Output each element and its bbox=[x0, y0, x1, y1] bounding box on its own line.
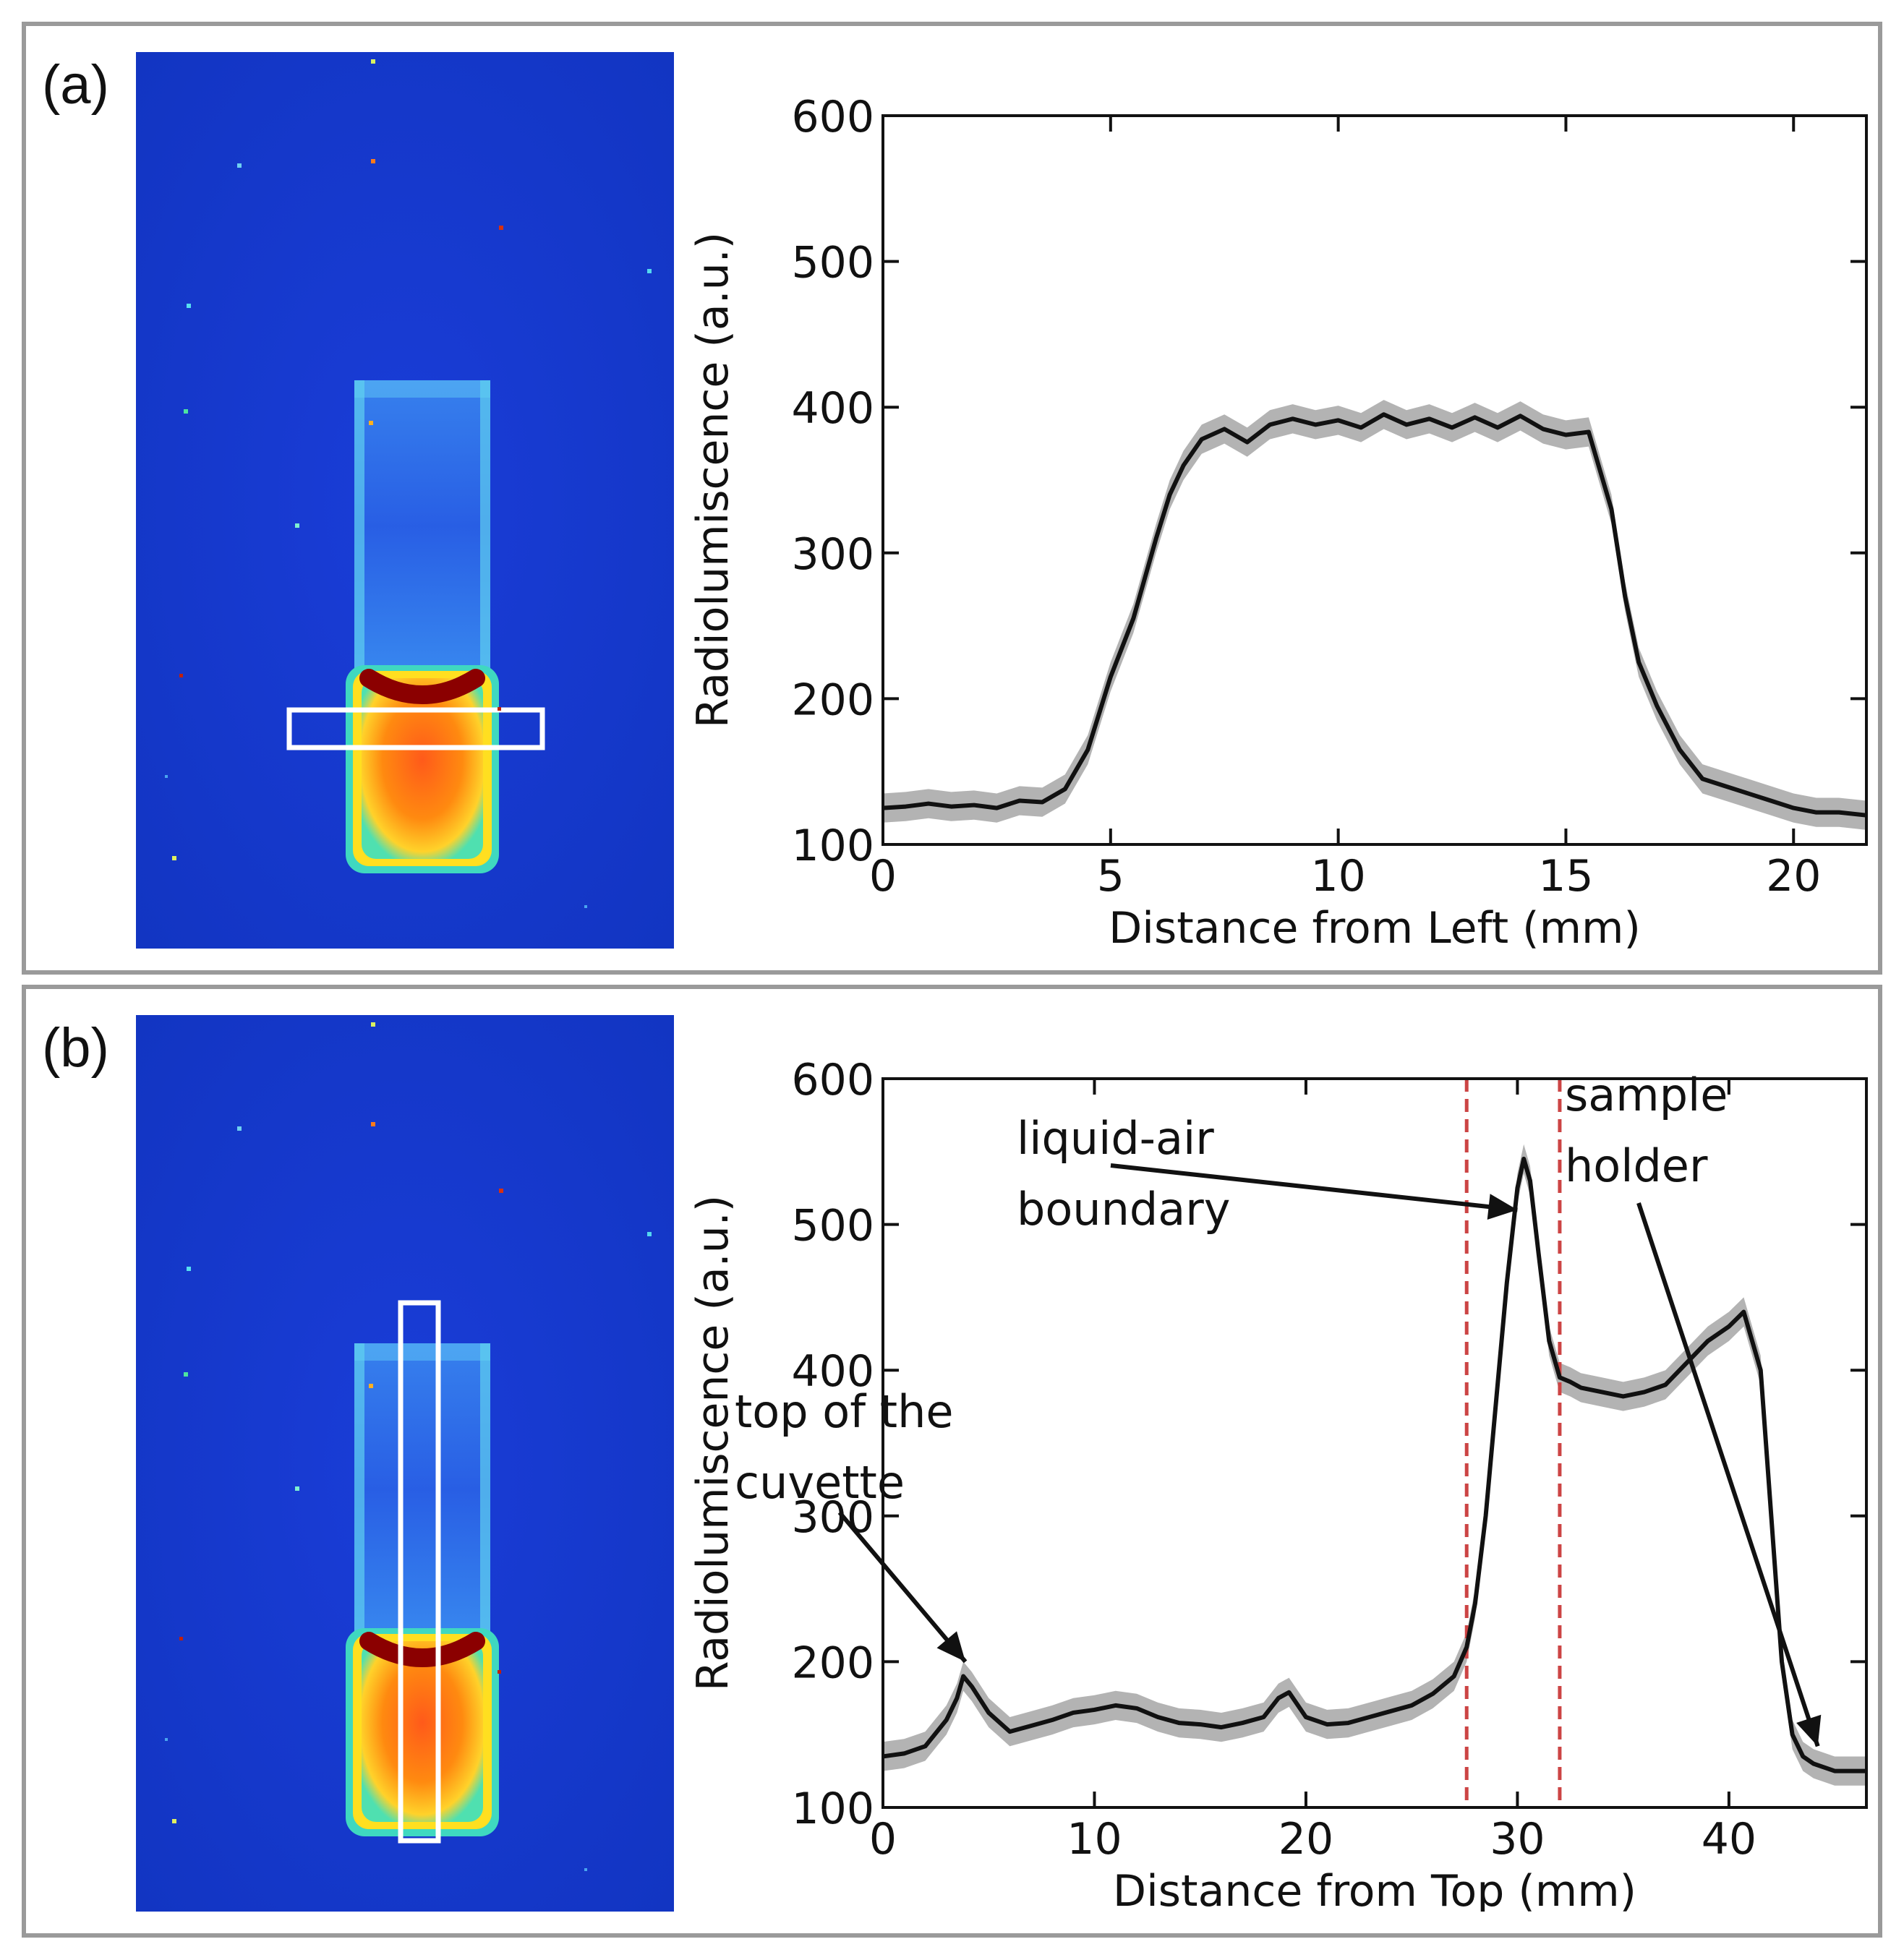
x-tick-label: 10 bbox=[1310, 851, 1365, 902]
radioluminescence-image-a bbox=[136, 52, 674, 949]
plot-frame bbox=[881, 114, 1868, 846]
x-axis-label: Distance from Top (mm) bbox=[1113, 1866, 1636, 1912]
series-line bbox=[882, 1156, 1866, 1773]
y-tick-label: 200 bbox=[791, 675, 874, 725]
plot-frame bbox=[881, 1077, 1868, 1809]
x-tick-label: 0 bbox=[869, 1814, 897, 1865]
annotation-arrowhead bbox=[936, 1631, 966, 1662]
radioluminescence-image-b bbox=[136, 1015, 674, 1912]
x-tick-label: 40 bbox=[1702, 1814, 1756, 1865]
y-axis-label: Radiolumiscence (a.u.) bbox=[688, 1195, 738, 1691]
y-tick-label: 100 bbox=[791, 1784, 874, 1834]
x-tick-label: 15 bbox=[1538, 851, 1593, 902]
annotation-arrow bbox=[1110, 1163, 1518, 1212]
annotation-arrow bbox=[1636, 1202, 1820, 1747]
roi-box-vertical bbox=[398, 1300, 441, 1844]
profile-chart-a: 100 200 300 400 500 600 0 5 10 15 20 Distance from … bbox=[688, 92, 1868, 949]
panel-a: (a) bbox=[22, 22, 1882, 975]
annotation-text: holder bbox=[1565, 1139, 1708, 1192]
y-tick-label: 600 bbox=[791, 1055, 874, 1105]
y-tick-label: 500 bbox=[791, 238, 874, 288]
x-tick-label: 0 bbox=[869, 851, 897, 902]
y-tick-label: 200 bbox=[791, 1638, 874, 1688]
panel-b: (b) bbox=[22, 985, 1882, 1938]
annotation-text: boundary bbox=[1017, 1183, 1230, 1236]
annotation-text: sample bbox=[1565, 1069, 1728, 1121]
y-tick-label: 400 bbox=[791, 383, 874, 434]
annotation-arrowhead bbox=[1796, 1714, 1822, 1747]
y-tick-label: 300 bbox=[791, 529, 874, 580]
y-axis-label: Radiolumiscence (a.u.) bbox=[688, 232, 738, 728]
x-tick-label: 30 bbox=[1490, 1814, 1545, 1865]
series-line bbox=[882, 412, 1867, 818]
hot-pixels bbox=[165, 1022, 652, 1871]
x-axis-label: Distance from Left (mm) bbox=[1109, 903, 1641, 949]
annotation-text: top of the bbox=[735, 1385, 954, 1438]
y-tick-label: 500 bbox=[791, 1201, 874, 1251]
hot-pixels bbox=[165, 59, 652, 908]
annotation-text: liquid-air bbox=[1017, 1112, 1214, 1165]
chart-a-plot: 100 200 300 400 500 600 0 5 10 15 20 Distance from … bbox=[688, 92, 1868, 949]
x-tick-label: 20 bbox=[1766, 851, 1821, 902]
annotation-arrow bbox=[837, 1511, 968, 1664]
annotation-arrowhead bbox=[1487, 1194, 1518, 1220]
series-band bbox=[883, 400, 1866, 830]
x-tick-label: 5 bbox=[1097, 851, 1124, 902]
annotation-text: cuvette bbox=[735, 1456, 905, 1509]
roi-box-horizontal bbox=[286, 707, 545, 750]
panel-label-a: (a) bbox=[42, 54, 109, 116]
x-tick-label: 10 bbox=[1067, 1814, 1122, 1865]
y-tick-label: 100 bbox=[791, 821, 874, 871]
series-band bbox=[883, 1144, 1866, 1786]
y-tick-label: 600 bbox=[791, 92, 874, 142]
y-tick-label: 400 bbox=[791, 1346, 874, 1397]
panel-label-b: (b) bbox=[42, 1017, 109, 1079]
x-tick-label: 20 bbox=[1278, 1814, 1333, 1865]
